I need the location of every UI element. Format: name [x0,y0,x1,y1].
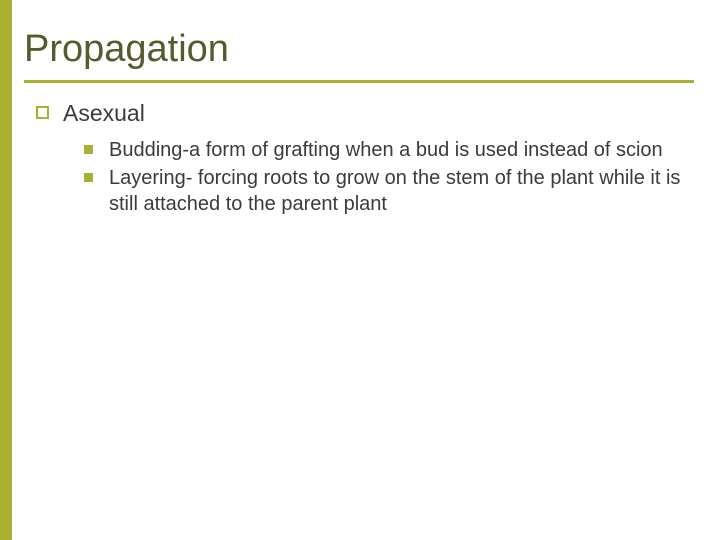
list-item-level2: Layering- forcing roots to grow on the s… [84,165,684,217]
level2-text: Budding-a form of grafting when a bud is… [109,137,663,163]
slide-title: Propagation [24,28,229,71]
square-bullet-filled-icon [84,145,93,154]
left-accent-bar [0,0,12,540]
list-item-level1: Asexual [36,100,684,127]
level2-list: Budding-a form of grafting when a bud is… [84,137,684,217]
title-underline [24,80,694,83]
square-bullet-outline-icon [36,106,49,119]
square-bullet-filled-icon [84,173,93,182]
level2-text: Layering- forcing roots to grow on the s… [109,165,684,217]
list-item-level2: Budding-a form of grafting when a bud is… [84,137,684,163]
level1-text: Asexual [63,100,145,127]
slide-content: Asexual Budding-a form of grafting when … [36,100,684,219]
slide: Propagation Asexual Budding-a form of gr… [0,0,720,540]
